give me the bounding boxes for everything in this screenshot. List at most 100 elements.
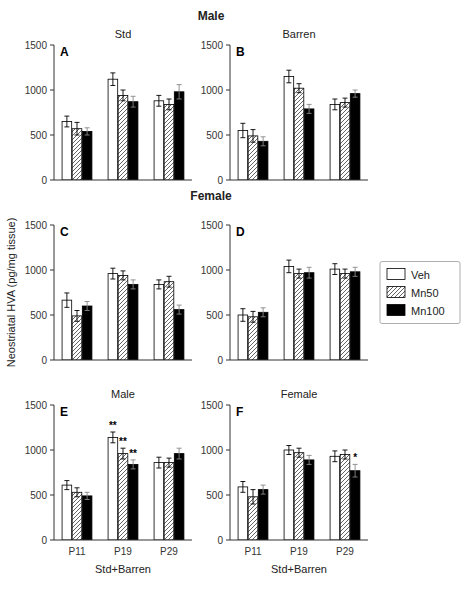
error-bar [110, 268, 115, 279]
error-bar [297, 84, 302, 93]
x-tick-label: P19 [290, 546, 308, 557]
y-tick [50, 495, 54, 496]
significance: ** [129, 448, 137, 459]
panel-title: Female [281, 388, 318, 400]
error-bar [156, 95, 161, 106]
error-bar [343, 269, 348, 278]
significance: * [353, 452, 357, 463]
error-bar [131, 280, 136, 289]
error-bar [156, 280, 161, 289]
error-bar [177, 448, 182, 459]
y-tick-label: 0 [217, 535, 223, 546]
panel: 050010001500P11P19P29Std+BarrenMaleE****… [25, 388, 192, 575]
bar [82, 496, 92, 540]
bar [330, 456, 340, 540]
error-bar [343, 450, 348, 459]
bar [108, 274, 118, 360]
bar [284, 77, 294, 181]
x-axis-label: Std+Barren [95, 563, 151, 575]
chart-container: 050010001500StdMaleA050010001500BarrenB0… [0, 0, 474, 603]
y-tick [50, 270, 54, 271]
significance: ** [109, 420, 117, 431]
error-bar [156, 457, 161, 468]
error-bar [167, 99, 172, 110]
error-bar [297, 269, 302, 278]
bar [154, 284, 164, 360]
error-bar [240, 482, 245, 493]
bar [82, 306, 92, 360]
bars [62, 268, 184, 360]
error-bar [240, 309, 245, 322]
y-tick-label: 0 [41, 355, 47, 366]
error-bar [286, 260, 291, 273]
y-tick-label: 1500 [25, 40, 48, 51]
bar [350, 94, 360, 180]
legend-swatch [387, 305, 405, 316]
bar [294, 274, 304, 360]
bar [72, 492, 82, 540]
bars [62, 73, 184, 180]
bar [340, 274, 350, 360]
panel-letter: A [60, 45, 69, 59]
y-tick-label: 1500 [25, 400, 48, 411]
y-tick-label: 500 [206, 310, 223, 321]
y-tick [50, 135, 54, 136]
error-bar [64, 293, 69, 307]
legend-swatch [387, 287, 405, 298]
error-bar [286, 446, 291, 455]
error-bar [121, 271, 126, 280]
bar [304, 109, 314, 180]
y-tick [50, 540, 54, 541]
x-axis [230, 180, 368, 181]
bar [118, 454, 128, 540]
bar [330, 269, 340, 360]
error-bar [167, 276, 172, 287]
panel-letter: D [236, 225, 245, 239]
panel-title: Barren [282, 28, 315, 40]
error-bar [85, 128, 90, 135]
bar [164, 104, 174, 180]
error-bar [240, 123, 245, 137]
error-bar [131, 460, 136, 469]
legend-label: Mn50 [411, 287, 439, 299]
y-tick-label: 1500 [25, 220, 48, 231]
error-bar [85, 302, 90, 311]
error-bar [297, 448, 302, 457]
y-tick [50, 405, 54, 406]
y-tick [226, 135, 230, 136]
bar [72, 129, 82, 180]
error-bar [261, 137, 266, 146]
x-tick-label: P29 [336, 546, 354, 557]
bar [128, 102, 138, 180]
bar [62, 122, 72, 181]
row-label: Female [190, 189, 232, 203]
bar [128, 464, 138, 540]
y-tick [226, 180, 230, 181]
y-tick [226, 315, 230, 316]
y-tick-label: 1500 [201, 400, 224, 411]
error-bar [251, 311, 256, 322]
y-tick-label: 500 [206, 490, 223, 501]
bar [350, 471, 360, 540]
y-tick [226, 540, 230, 541]
bar [248, 317, 258, 360]
legend-label: Veh [411, 269, 430, 281]
error-bar [332, 451, 337, 462]
bar [284, 450, 294, 540]
x-tick-label: P29 [160, 546, 178, 557]
y-tick [50, 360, 54, 361]
y-tick-label: 1000 [25, 265, 48, 276]
bar [154, 463, 164, 540]
bars [62, 432, 184, 540]
bar [108, 79, 118, 180]
error-bar [343, 98, 348, 107]
bar [154, 101, 164, 180]
y-tick [50, 180, 54, 181]
bar [108, 437, 118, 540]
y-tick [50, 315, 54, 316]
panel-title: Std [115, 28, 132, 40]
x-tick-label: P19 [114, 546, 132, 557]
error-bar [353, 267, 358, 276]
y-axis [54, 225, 55, 360]
y-tick [50, 225, 54, 226]
